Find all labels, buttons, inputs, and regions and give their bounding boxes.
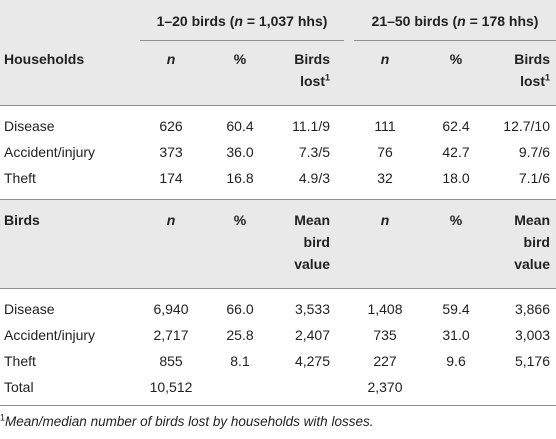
col-header-pct-g1: % xyxy=(233,212,247,228)
col-header-mean-bird-value-g1: Mean bird value xyxy=(294,212,330,272)
bottom-rule xyxy=(0,405,556,406)
birds-header-rule xyxy=(0,288,556,289)
cell: 626 xyxy=(159,118,183,134)
cell: 735 xyxy=(373,327,397,343)
row-label: Disease xyxy=(4,301,55,317)
cell: 42.7 xyxy=(442,144,470,160)
cell: 3,533 xyxy=(294,301,330,317)
row-label: Total xyxy=(4,379,34,395)
cell: 6,940 xyxy=(153,301,189,317)
footnote: 1Mean/median number of birds lost by hou… xyxy=(0,412,374,429)
col-header-pct-g2: % xyxy=(449,212,463,228)
row-label: Accident/injury xyxy=(4,144,96,160)
group-header-1-20: 1–20 birds (n = 1,037 hhs) xyxy=(156,13,328,29)
cell: 11.1/9 xyxy=(292,118,330,134)
col-header-pct-g1: % xyxy=(233,51,247,67)
cell: 18.0 xyxy=(442,170,470,186)
birds-section-label: Birds xyxy=(4,212,40,228)
col-header-n-g2: n xyxy=(380,212,390,228)
cell: 9.7/6 xyxy=(518,144,550,160)
cell: 66.0 xyxy=(226,301,254,317)
row-label: Accident/injury xyxy=(4,327,96,343)
col-header-n-g1: n xyxy=(166,51,176,67)
cell: 59.4 xyxy=(442,301,470,317)
cell: 4.9/3 xyxy=(298,170,330,186)
group-rule-2 xyxy=(354,40,556,41)
header-rule xyxy=(0,105,556,106)
cell: 2,717 xyxy=(153,327,189,343)
cell: 5,176 xyxy=(514,353,550,369)
section-rule xyxy=(0,199,556,200)
cell: 2,407 xyxy=(294,327,330,343)
col-header-birds-lost-g2: Birds lost1 xyxy=(514,51,550,89)
cell: 9.6 xyxy=(446,353,466,369)
col-header-birds-lost-g1: Birds lost1 xyxy=(294,51,330,89)
row-label: Theft xyxy=(4,170,36,186)
cell: 1,408 xyxy=(367,301,403,317)
col-header-pct-g2: % xyxy=(449,51,463,67)
col-header-mean-bird-value-g2: Mean bird value xyxy=(514,212,550,272)
cell: 32 xyxy=(377,170,393,186)
cell: 76 xyxy=(377,144,393,160)
cell: 4,275 xyxy=(294,353,330,369)
cell: 7.3/5 xyxy=(298,144,330,160)
cell: 16.8 xyxy=(226,170,254,186)
cell: 373 xyxy=(159,144,183,160)
cell: 227 xyxy=(373,353,397,369)
group-rule-1 xyxy=(140,40,344,41)
cell: 36.0 xyxy=(226,144,254,160)
cell: 12.7/10 xyxy=(503,118,550,134)
cell: 8.1 xyxy=(230,353,250,369)
cell: 3,003 xyxy=(514,327,550,343)
row-label: Theft xyxy=(4,353,36,369)
cell: 3,866 xyxy=(514,301,550,317)
col-header-n-g1: n xyxy=(166,212,176,228)
cell: 111 xyxy=(374,118,396,134)
cell: 7.1/6 xyxy=(518,170,550,186)
birds-header-band xyxy=(0,200,556,288)
cell: 60.4 xyxy=(226,118,254,134)
cell: 10,512 xyxy=(149,379,193,395)
cell: 31.0 xyxy=(442,327,470,343)
cell: 174 xyxy=(159,170,183,186)
households-section-label: Households xyxy=(4,51,85,67)
cell: 2,370 xyxy=(367,379,403,395)
cell: 62.4 xyxy=(442,118,470,134)
cell: 855 xyxy=(159,353,183,369)
col-header-n-g2: n xyxy=(380,51,390,67)
cell: 25.8 xyxy=(226,327,254,343)
group-header-21-50: 21–50 birds (n = 178 hhs) xyxy=(371,13,539,29)
header-band xyxy=(0,0,556,105)
row-label: Disease xyxy=(4,118,55,134)
